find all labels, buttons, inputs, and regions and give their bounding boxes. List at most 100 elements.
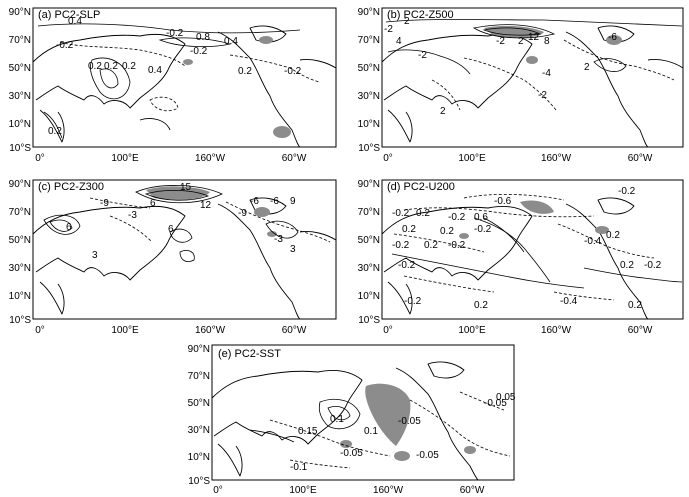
contour-label: 0.05 [496, 392, 516, 403]
contour-label: -0.2 [56, 40, 74, 51]
contour-label: 0.1 [330, 414, 344, 425]
contour-label: 0.2 [440, 226, 454, 237]
coastlines [381, 25, 684, 148]
panel-a-slp: (a) PC2-SLP 90°N 70°N 50°N 30°N 10°N 10°… [0, 0, 345, 170]
shaded-regions [146, 186, 277, 237]
contour-label: -9 [100, 198, 109, 209]
contour-label: 0.2 [416, 208, 430, 219]
lon-tick: 60°W [460, 485, 485, 496]
contour-label: 8 [544, 36, 550, 47]
lat-tick: 30°N [358, 263, 380, 274]
contour-label: -0.2 [644, 260, 662, 271]
latitude-tick-labels: 90°N 70°N 50°N 30°N 10°N 10°S [358, 7, 381, 154]
lat-tick: 10°N [358, 119, 380, 130]
shaded-regions [183, 36, 291, 138]
lat-tick: 10°N [9, 119, 31, 130]
contour-label: -0.4 [560, 296, 578, 307]
contour-label: 0.4 [148, 65, 162, 76]
lon-tick: 100°E [111, 325, 139, 336]
contour-label: 9 [290, 196, 296, 207]
lat-tick: 50°N [9, 235, 31, 246]
lat-tick: 10°S [188, 476, 210, 487]
contour-label: -0.2 [404, 296, 422, 307]
longitude-tick-labels: 0° 100°E 160°W 60°W [383, 325, 653, 336]
contour-label: -9 [238, 208, 247, 219]
lat-tick: 90°N [358, 7, 380, 18]
contour-label: -0.1 [290, 462, 308, 473]
contour-labels: 15 -9 6 12 -3 6 -6 -6 6 3 -9 -3 3 9 [66, 182, 296, 261]
contour-label: 3 [92, 250, 98, 261]
contour-label: -3 [128, 210, 137, 221]
lat-tick: 90°N [188, 344, 210, 355]
contour-label: 3 [290, 244, 296, 255]
lat-tick: 10°N [358, 291, 380, 302]
contour-label: 0.2 [238, 66, 252, 77]
contour-label: 4 [396, 36, 402, 47]
contour-labels: 0.15 0.1 -0.05 0.05 -0.05 -0.1 0.1 -0.05… [290, 392, 516, 473]
lon-tick: 100°E [111, 153, 139, 164]
contour-label: 0.6 [474, 212, 488, 223]
latitude-tick-labels: 90°N 70°N 50°N 30°N 10°N 10°S [9, 179, 32, 326]
lon-tick: 0° [383, 153, 393, 164]
contour-label: 15 [180, 182, 192, 193]
lat-tick: 10°S [358, 315, 380, 326]
map-frame [32, 7, 337, 148]
contour-labels: 2 -2 4 -2 2 12 8 -6 -2 -4 2 -2 2 [384, 16, 617, 117]
panel-d-u200: (d) PC2-U200 90°N 70°N 50°N 30°N 10°N 10… [344, 172, 689, 342]
contour-label: 0.1 [364, 426, 378, 437]
contour-label: -0.4 [584, 236, 602, 247]
lon-tick: 0° [35, 325, 45, 336]
contour-label: -0.05 [340, 448, 363, 459]
contour-label: 12 [200, 200, 212, 211]
contour-label: 12 [528, 32, 540, 43]
lon-tick: 160°W [195, 325, 226, 336]
contour-label: 0.2 [104, 61, 118, 72]
lat-tick: 70°N [9, 35, 31, 46]
panel-e-sst: (e) PC2-SST 90°N 70°N 50°N 30°N 10°N 10°… [170, 340, 520, 497]
contour-label: -0.2 [398, 260, 416, 271]
contour-label: -0.05 [484, 398, 507, 409]
coastlines [381, 197, 649, 320]
contour-label: 0.4 [224, 36, 238, 47]
longitude-tick-labels: 0° 100°E 160°W 60°W [213, 485, 485, 496]
contour-label: -0.2 [166, 28, 184, 39]
contours [391, 194, 683, 301]
lat-tick: 70°N [358, 207, 380, 218]
lat-tick: 90°N [9, 179, 31, 190]
contour-label: -0.2 [392, 208, 410, 219]
contour-label: 0.8 [196, 32, 210, 43]
lat-tick: 70°N [9, 207, 31, 218]
lat-tick: 10°S [9, 315, 31, 326]
lon-tick: 60°W [282, 325, 307, 336]
panel-title: (b) PC2-Z500 [387, 9, 454, 21]
lat-tick: 10°N [9, 291, 31, 302]
contour-label: -2 [384, 24, 393, 35]
lat-tick: 90°N [358, 179, 380, 190]
lat-tick: 10°S [9, 143, 31, 154]
panel-title: (a) PC2-SLP [38, 9, 100, 21]
shaded-regions [340, 383, 476, 461]
lon-tick: 60°W [282, 153, 307, 164]
contours [385, 19, 683, 111]
contour-label: 0.2 [620, 260, 634, 271]
lon-tick: 160°W [541, 153, 572, 164]
lat-tick: 70°N [358, 35, 380, 46]
latitude-tick-labels: 90°N 70°N 50°N 30°N 10°N 10°S [358, 179, 381, 326]
lat-tick: 50°N [358, 235, 380, 246]
contour-label: 0.2 [606, 230, 620, 241]
contour-label: 0.2 [424, 240, 438, 251]
lat-tick: 70°N [188, 371, 210, 382]
contour-label: -0.2 [618, 186, 636, 197]
lat-tick: 30°N [358, 91, 380, 102]
contour-label: 2 [440, 106, 446, 117]
longitude-tick-labels: 0° 100°E 160°W 60°W [35, 325, 307, 336]
contour-label: 0.4 [68, 16, 82, 27]
contour-label: -0.2 [392, 240, 410, 251]
contour-label: -0.2 [448, 212, 466, 223]
lat-tick: 10°N [188, 452, 210, 463]
lon-tick: 100°E [458, 153, 486, 164]
panel-title: (d) PC2-U200 [387, 181, 455, 193]
contour-label: -2 [418, 50, 427, 61]
map-frame [211, 344, 515, 481]
lat-tick: 90°N [9, 7, 31, 18]
